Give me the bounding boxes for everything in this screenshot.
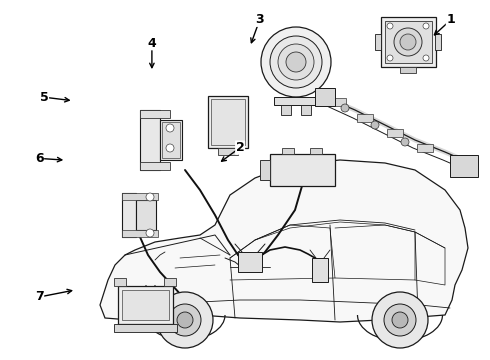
Circle shape (371, 121, 379, 129)
Circle shape (177, 312, 193, 328)
Bar (122, 230, 158, 237)
Bar (114, 324, 177, 332)
Circle shape (157, 292, 213, 348)
Bar (118, 286, 173, 324)
Bar (270, 154, 335, 186)
Bar (140, 162, 170, 170)
Bar (140, 110, 160, 170)
Bar (381, 17, 436, 67)
Text: 1: 1 (446, 13, 455, 26)
Bar (274, 97, 318, 105)
Bar (282, 148, 294, 154)
Bar (162, 122, 180, 158)
Bar (385, 21, 432, 63)
Circle shape (169, 304, 201, 336)
Circle shape (423, 23, 429, 29)
Bar (450, 155, 478, 177)
Circle shape (401, 138, 409, 146)
Bar (260, 160, 270, 180)
Bar (357, 114, 373, 122)
Bar (211, 99, 245, 145)
Bar (122, 290, 169, 320)
Text: 2: 2 (236, 141, 245, 154)
Bar (122, 193, 158, 200)
Text: 6: 6 (35, 152, 44, 165)
Circle shape (278, 44, 314, 80)
Circle shape (286, 52, 306, 72)
Bar (136, 200, 156, 230)
Bar (238, 252, 262, 272)
Bar (387, 129, 403, 137)
Bar (218, 148, 238, 155)
Circle shape (387, 55, 393, 61)
Circle shape (392, 312, 408, 328)
Circle shape (146, 229, 154, 237)
Polygon shape (100, 160, 468, 322)
Circle shape (372, 292, 428, 348)
Circle shape (387, 23, 393, 29)
Bar (315, 88, 335, 106)
Bar (375, 34, 381, 50)
Bar (301, 105, 311, 115)
Text: 3: 3 (255, 13, 264, 26)
Bar (122, 193, 136, 237)
Bar (208, 96, 248, 148)
Bar (281, 105, 291, 115)
Circle shape (341, 104, 349, 112)
Circle shape (394, 28, 422, 56)
Circle shape (146, 193, 154, 201)
Bar (312, 258, 328, 282)
Circle shape (166, 124, 174, 132)
Circle shape (166, 144, 174, 152)
Circle shape (384, 304, 416, 336)
Bar (400, 67, 416, 73)
Bar (114, 278, 126, 286)
Bar (310, 148, 322, 154)
Bar (417, 144, 433, 152)
Bar (435, 34, 441, 50)
Circle shape (400, 34, 416, 50)
Bar (140, 110, 170, 118)
Circle shape (270, 36, 322, 88)
Bar (160, 120, 182, 160)
Bar (164, 278, 176, 286)
Circle shape (423, 55, 429, 61)
Text: 4: 4 (147, 37, 156, 50)
Bar (330, 98, 346, 106)
Circle shape (261, 27, 331, 97)
Text: 7: 7 (35, 291, 44, 303)
Text: 5: 5 (40, 91, 49, 104)
